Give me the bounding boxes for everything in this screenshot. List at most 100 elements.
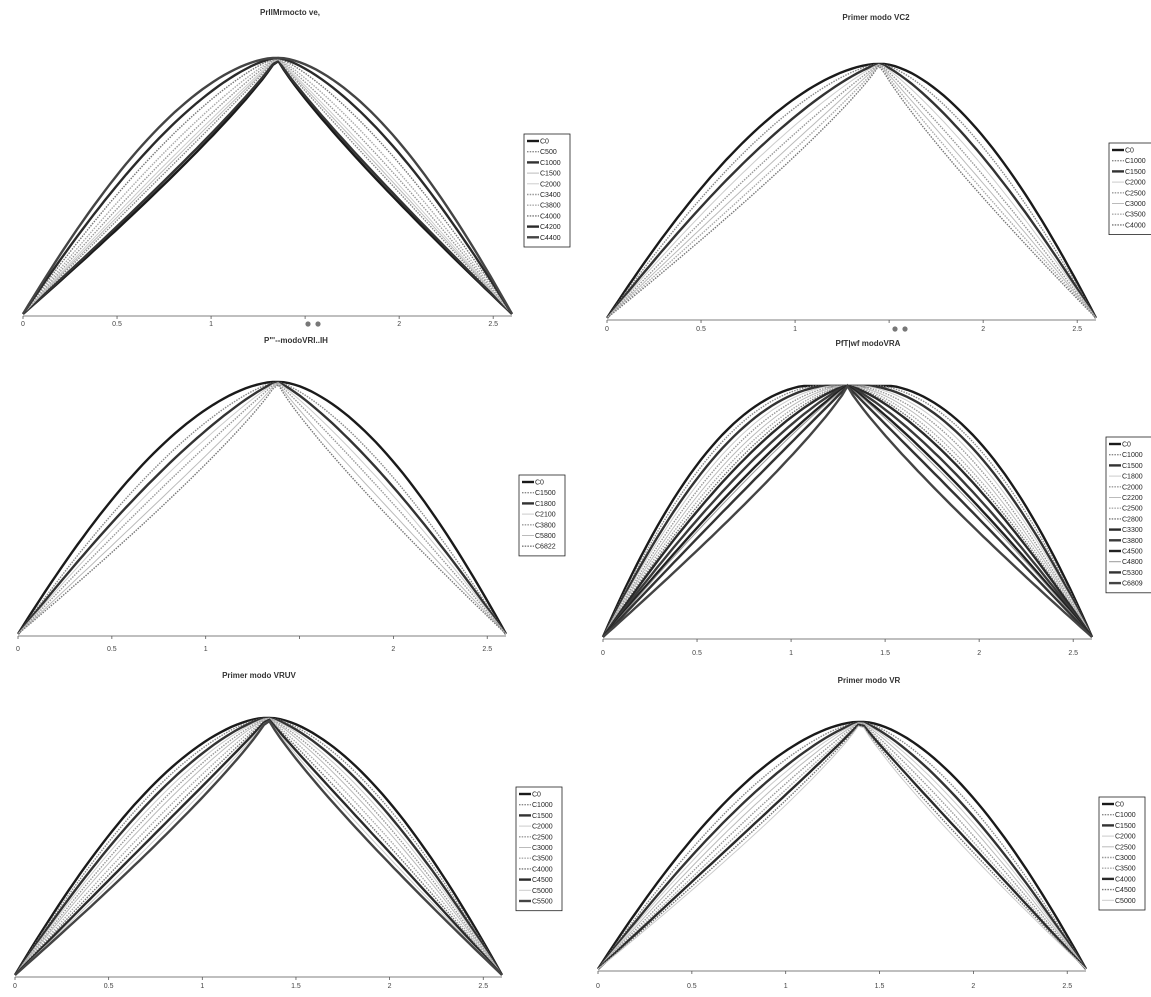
x-tick-label: 1.5 [875, 983, 885, 990]
legend-label: C6822 [535, 544, 556, 551]
x-tick-label: 2 [397, 321, 401, 328]
chart-title: PrllMrmocto ve, [260, 8, 320, 17]
x-tick-label: 1 [784, 983, 788, 990]
x-tick-label: 0 [601, 650, 605, 657]
series-line-c1500 [22, 58, 513, 315]
legend-label: C500 [540, 149, 557, 156]
series-line-c0 [601, 384, 1094, 638]
legend-label: C1500 [540, 171, 561, 178]
axis-marker-dot [902, 326, 908, 332]
legend-label: C4000 [1125, 222, 1146, 229]
legend-label: C0 [540, 139, 549, 146]
chart-panel-3: P"'--modoVRI..IH 0 0.5 1 2 2.5 C0 C1500 C1800 C21… [16, 336, 566, 653]
series-line-c1500 [601, 384, 1094, 638]
series-line-c3500 [14, 718, 503, 976]
series-line-c2200 [602, 385, 1093, 638]
legend-label: C0 [1125, 148, 1134, 155]
series-line-c1000 [606, 63, 1097, 319]
legend-label: C1800 [535, 501, 556, 508]
series-line-c6822 [17, 383, 507, 635]
legend-label: C1000 [1122, 452, 1143, 459]
legend-label: C3400 [540, 192, 561, 199]
series-line-c3000 [606, 64, 1097, 319]
legend: C0 C1000 C1500 C1800 C2000 C2200 C2500 C2800 C33… [1105, 436, 1151, 594]
series-line-c2000 [22, 58, 513, 315]
series-line-c1500 [597, 721, 1087, 970]
series-line-c0 [13, 716, 504, 976]
chart-panel-4: PfT|wf modoVRA 0 0.5 1 1.5 2 2.5 C0 C1000 C1500 C1… [601, 339, 1151, 657]
legend-label: C5000 [1115, 898, 1136, 905]
x-tick-label: 1 [789, 650, 793, 657]
chart-panel-2: Primer modo VC2 0 0.5 1 2 2.5 C0 C1000 C1500 C200… [605, 13, 1151, 333]
legend-label: C3300 [1122, 527, 1143, 534]
x-tick-label: 0.5 [104, 983, 114, 990]
x-tick-label: 2 [977, 650, 981, 657]
legend: C0 C1500 C1800 C2100 C3800 C5800 C6822 [518, 474, 566, 557]
chart-title: PfT|wf modoVRA [836, 339, 901, 348]
x-tick-label: 2 [391, 646, 395, 653]
x-tick-label: 1.5 [880, 650, 890, 657]
legend-label: C2000 [540, 181, 561, 188]
legend-box [1098, 796, 1146, 911]
axis-marker-dot [305, 321, 311, 327]
legend-label: C1000 [532, 802, 553, 809]
legend-label: C3000 [1115, 855, 1136, 862]
legend-label: C2000 [1115, 834, 1136, 841]
legend-box [1105, 436, 1151, 594]
series-line-c1000 [14, 717, 503, 976]
series-line-c4500 [14, 718, 503, 976]
series-line-c3500 [597, 723, 1087, 970]
x-tick-label: 0.5 [112, 321, 122, 328]
series-line-c4000 [606, 64, 1097, 319]
legend-label: C1500 [1115, 823, 1136, 830]
x-tick-label: 1 [793, 326, 797, 333]
legend-label: C2500 [532, 834, 553, 841]
x-tick-label: 2.5 [1062, 983, 1072, 990]
series-line-c5500 [14, 719, 503, 976]
series-line-c2000 [602, 385, 1093, 638]
series-line-c4800 [602, 385, 1093, 638]
legend-label: C3800 [535, 522, 556, 529]
legend-label: C5800 [535, 533, 556, 540]
x-tick-label: 2.5 [478, 983, 488, 990]
legend-label: C3500 [1125, 212, 1146, 219]
legend: C0 C500 C1000 C1500 C2000 C3400 C3800 C4000 C420… [523, 133, 571, 248]
series-line-c2000 [606, 63, 1097, 319]
series-line-c2800 [602, 385, 1093, 638]
x-tick-label: 0.5 [107, 646, 117, 653]
x-tick-label: 0 [605, 326, 609, 333]
series-line-c1800 [602, 385, 1093, 638]
legend-label: C2500 [1125, 190, 1146, 197]
series-line-c3400 [22, 58, 513, 315]
x-tick-label: 0.5 [692, 650, 702, 657]
legend-label: C4000 [540, 213, 561, 220]
legend-label: C1500 [532, 813, 553, 820]
legend-label: C4500 [1115, 887, 1136, 894]
legend-label: C2000 [1125, 180, 1146, 187]
x-tick-label: 0 [21, 321, 25, 328]
legend-label: C1500 [1125, 169, 1146, 176]
legend-label: C2500 [1122, 506, 1143, 513]
legend-box [523, 133, 571, 248]
legend: C0 C1000 C1500 C2000 C2500 C3000 C3500 C4000 [1108, 142, 1151, 235]
x-tick-label: 1 [200, 983, 204, 990]
series-line-c0 [605, 62, 1098, 319]
series-line-c4000 [22, 57, 513, 315]
x-tick-label: 0.5 [696, 326, 706, 333]
legend-label: C1000 [540, 160, 561, 167]
legend-box [1108, 142, 1151, 235]
series-line-c3800 [602, 384, 1093, 638]
series-line-c4000 [597, 723, 1087, 970]
series-line-c5000 [597, 725, 1087, 970]
series-line-c1800 [17, 381, 507, 635]
series-line-c4500 [597, 724, 1087, 970]
legend-label: C5500 [532, 899, 553, 906]
series-line-c3000 [597, 722, 1087, 970]
series-line-c3300 [602, 384, 1093, 638]
series-line-c2100 [17, 382, 507, 635]
legend-label: C4200 [540, 224, 561, 231]
legend-label: C3800 [1122, 538, 1143, 545]
legend-label: C5000 [532, 888, 553, 895]
series-line-c5800 [17, 383, 507, 635]
series-line-c1500 [17, 381, 507, 635]
